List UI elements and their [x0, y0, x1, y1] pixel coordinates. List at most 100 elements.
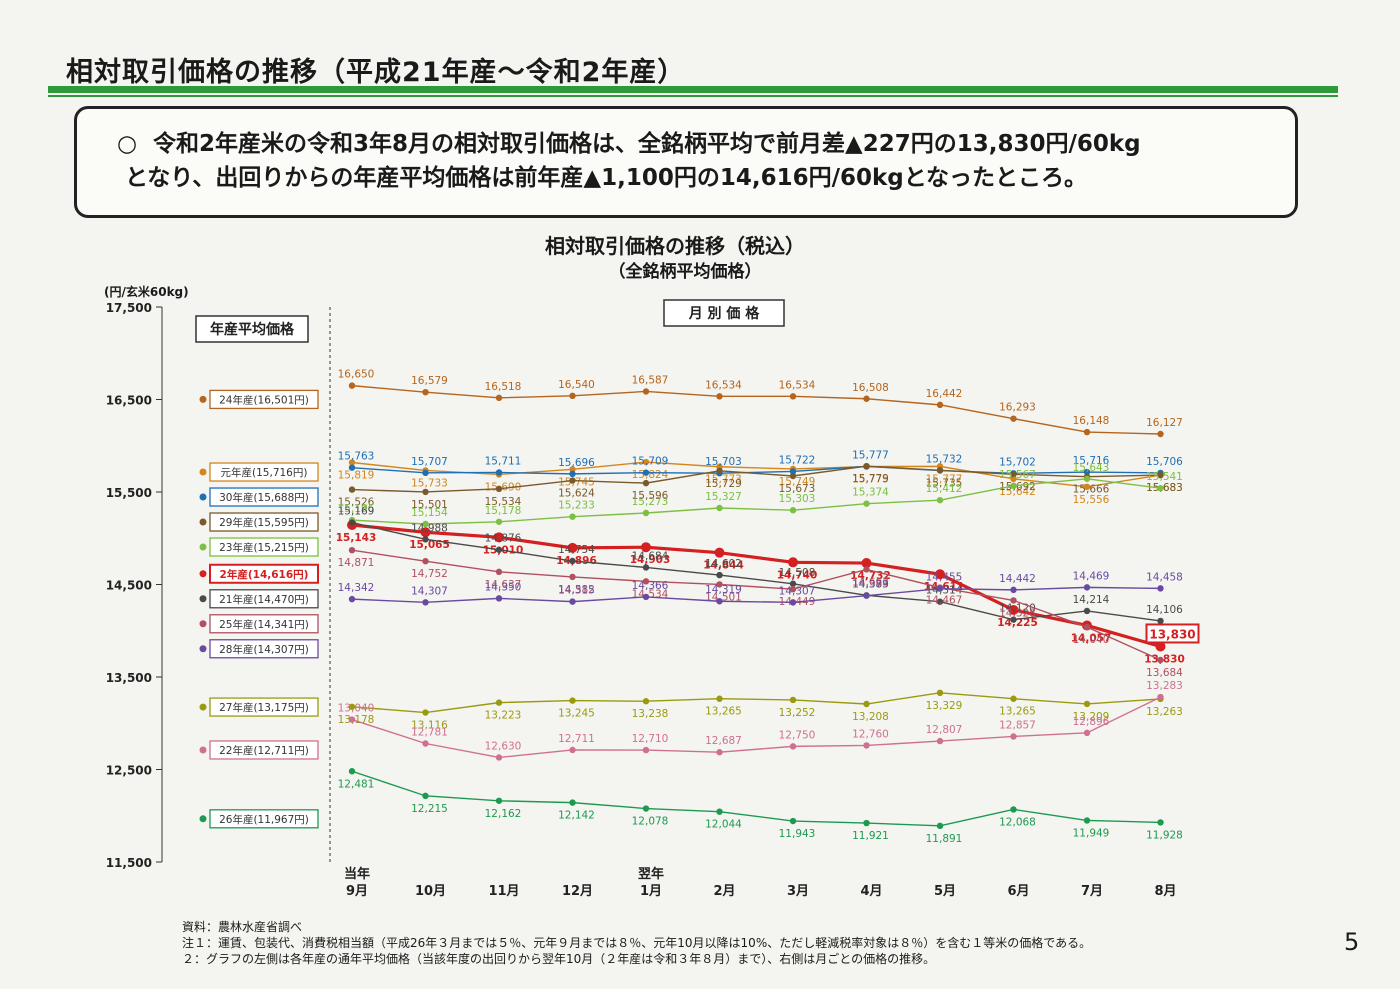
- data-point: [789, 507, 797, 514]
- legend-box: [209, 537, 319, 557]
- data-point: [716, 695, 723, 702]
- data-label: 14,366: [632, 580, 669, 592]
- data-point: [495, 469, 503, 476]
- data-point: [1083, 817, 1091, 824]
- data-point: [936, 689, 944, 697]
- legend-marker: [199, 595, 207, 603]
- data-point: [642, 805, 650, 812]
- x-tick-label: 1月: [640, 884, 662, 899]
- avg-panel-label-box: [195, 315, 309, 343]
- data-label: 15,749: [779, 476, 816, 488]
- data-label: 12,630: [485, 740, 522, 752]
- data-point: [789, 743, 797, 750]
- data-label: 12,142: [558, 810, 595, 822]
- data-label: 11,928: [1146, 829, 1183, 841]
- data-label: 16,518: [485, 381, 522, 393]
- data-point: [863, 566, 870, 573]
- data-label: 15,683: [1146, 482, 1183, 494]
- data-point: [569, 477, 576, 484]
- data-point: [420, 527, 431, 538]
- series-line: [351, 465, 1161, 475]
- data-label: 12,896: [1073, 716, 1110, 728]
- data-point: [1157, 819, 1164, 826]
- data-label: 13,684: [1146, 667, 1183, 679]
- data-point: [495, 485, 503, 493]
- data-label: 14,342: [338, 582, 375, 594]
- data-point: [422, 388, 429, 396]
- monthly-panel-label: 月 別 価 格: [688, 305, 761, 322]
- data-point: [1157, 585, 1164, 592]
- data-label: 14,871: [338, 557, 375, 569]
- data-label: 12,068: [999, 816, 1036, 828]
- data-point: [422, 792, 429, 800]
- data-label: 15,624: [558, 488, 595, 500]
- data-label: 13,223: [485, 710, 522, 722]
- data-label: 13,265: [999, 706, 1036, 718]
- x-tick-prefix: 当年: [344, 866, 370, 882]
- data-label: 16,579: [411, 375, 448, 387]
- data-point: [642, 509, 650, 517]
- data-label: 15,777: [926, 473, 963, 485]
- title-underline: [48, 86, 1338, 93]
- data-point: [789, 580, 797, 587]
- data-label: 14,328: [999, 607, 1036, 619]
- data-point: [1157, 430, 1164, 438]
- data-label: 15,733: [411, 477, 448, 489]
- data-point: [422, 469, 429, 477]
- data-point: [789, 817, 797, 825]
- data-label: 14,903: [630, 554, 671, 566]
- footnote-1: 注１：運賃、包装代、消費税相当額（平成26年３月までは５％、元年９月までは８％、…: [182, 936, 1092, 950]
- data-label: 15,596: [632, 490, 669, 502]
- data-point: [569, 466, 576, 473]
- data-point: [935, 569, 945, 580]
- data-label: 15,374: [852, 487, 889, 499]
- data-point: [642, 388, 650, 395]
- legend-marker: [199, 620, 207, 628]
- legend-label: 2年産(14,616円): [220, 568, 309, 581]
- data-label: 14,455: [926, 572, 963, 584]
- data-label: 14,214: [1073, 594, 1110, 606]
- data-point: [642, 564, 650, 571]
- data-label: 15,722: [779, 454, 816, 466]
- x-tick-label: 8月: [1154, 884, 1176, 899]
- data-point: [1083, 475, 1091, 482]
- data-point: [495, 568, 503, 576]
- data-label: 15,273: [632, 496, 669, 508]
- data-label: 14,663: [852, 576, 889, 588]
- data-label: 15,666: [1073, 484, 1110, 496]
- data-label: 14,637: [485, 579, 522, 591]
- data-label: 12,215: [411, 803, 448, 815]
- y-tick-label: 16,500: [106, 394, 152, 408]
- data-label: 14,315: [558, 585, 595, 597]
- data-label: 14,876: [485, 533, 522, 545]
- legend-box: [209, 389, 319, 410]
- data-point: [716, 808, 723, 815]
- data-point: [1010, 806, 1017, 813]
- data-point: [422, 520, 429, 528]
- data-label: 14,350: [485, 581, 522, 593]
- data-label: 15,154: [411, 507, 448, 519]
- data-label: 16,540: [558, 379, 595, 391]
- data-point: [348, 703, 356, 710]
- legend-marker: [199, 815, 207, 823]
- data-label: 15,775: [852, 474, 889, 486]
- legend-box: [209, 614, 319, 634]
- data-label: 12,481: [338, 778, 375, 790]
- data-point: [716, 598, 723, 605]
- data-label: 11,949: [1073, 827, 1110, 839]
- data-point: [1010, 597, 1017, 604]
- data-point: [1010, 586, 1017, 594]
- data-point: [569, 598, 576, 605]
- data-point: [1157, 471, 1164, 479]
- legend-label: 27年産(13,175円): [219, 701, 309, 714]
- data-label: 15,673: [779, 483, 816, 495]
- legend-label: 30年産(15,688円): [219, 491, 309, 504]
- data-label: 15,143: [336, 532, 377, 544]
- data-label: 15,706: [1146, 456, 1183, 468]
- data-label: 13,329: [926, 700, 963, 712]
- series-line: [351, 586, 1161, 604]
- x-tick-label: 10月: [415, 884, 446, 899]
- data-label: 16,534: [705, 379, 742, 391]
- data-point: [1083, 607, 1091, 615]
- legend-marker: [199, 645, 207, 653]
